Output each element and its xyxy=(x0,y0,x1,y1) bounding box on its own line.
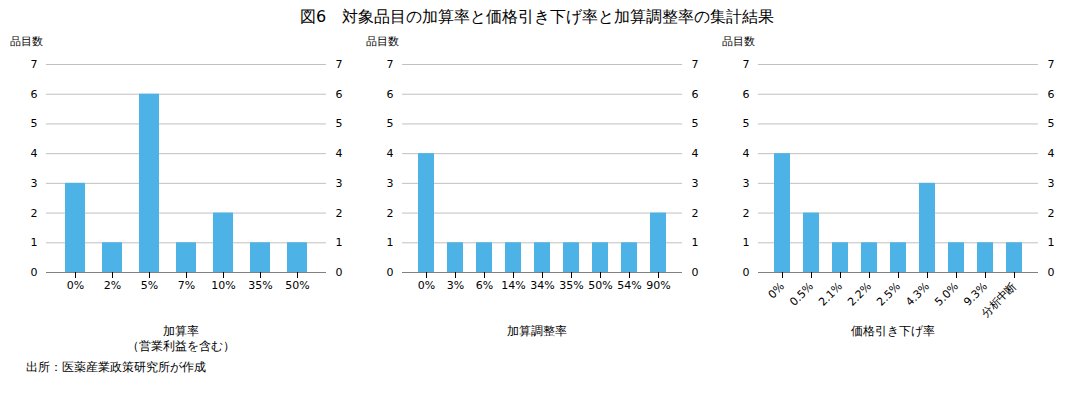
svg-text:1: 1 xyxy=(743,236,750,249)
svg-text:5: 5 xyxy=(743,117,750,130)
svg-text:2%: 2% xyxy=(104,279,121,292)
svg-text:0.5%: 0.5% xyxy=(787,280,816,309)
svg-text:0: 0 xyxy=(743,266,750,279)
svg-text:4: 4 xyxy=(743,147,750,160)
svg-text:品目数: 品目数 xyxy=(722,35,755,48)
html-text:出所：医薬産業政策研究所が作成: 出所：医薬産業政策研究所が作成 xyxy=(26,360,206,374)
svg-text:2: 2 xyxy=(31,207,38,220)
svg-text:6: 6 xyxy=(743,88,750,101)
svg-text:34%: 34% xyxy=(530,279,554,292)
svg-text:4: 4 xyxy=(336,147,343,160)
svg-text:54%: 54% xyxy=(617,279,641,292)
svg-text:1: 1 xyxy=(692,236,699,249)
svg-text:3: 3 xyxy=(31,177,38,190)
svg-text:7: 7 xyxy=(692,58,699,71)
svg-text:4: 4 xyxy=(1048,147,1055,160)
svg-text:品目数: 品目数 xyxy=(366,35,399,48)
svg-text:3: 3 xyxy=(1048,177,1055,190)
svg-text:7: 7 xyxy=(387,58,394,71)
svg-text:6: 6 xyxy=(31,88,38,101)
svg-text:3: 3 xyxy=(336,177,343,190)
svg-text:4: 4 xyxy=(31,147,38,160)
svg-text:4: 4 xyxy=(387,147,394,160)
svg-text:0: 0 xyxy=(336,266,343,279)
svg-text:4: 4 xyxy=(692,147,699,160)
svg-text:5.0%: 5.0% xyxy=(932,280,961,309)
svg-text:7: 7 xyxy=(336,58,343,71)
svg-text:1: 1 xyxy=(31,236,38,249)
svg-text:5: 5 xyxy=(336,117,343,130)
svg-text:分析中断: 分析中断 xyxy=(979,280,1019,320)
svg-text:3: 3 xyxy=(692,177,699,190)
svg-text:2.1%: 2.1% xyxy=(816,280,845,309)
svg-text:2.2%: 2.2% xyxy=(845,280,874,309)
svg-text:14%: 14% xyxy=(501,279,525,292)
svg-text:35%: 35% xyxy=(248,279,272,292)
svg-text:50%: 50% xyxy=(588,279,612,292)
svg-text:7%: 7% xyxy=(178,279,195,292)
svg-text:1: 1 xyxy=(1048,236,1055,249)
svg-text:2.5%: 2.5% xyxy=(874,280,903,309)
html-text:図6 対象品目の加算率と価格引き下げ率と加算調整率の集計結果: 図6 対象品目の加算率と価格引き下げ率と加算調整率の集計結果 xyxy=(299,7,775,26)
html-text:（営業利益を含む）: （営業利益を含む） xyxy=(127,339,235,353)
svg-text:5%: 5% xyxy=(141,279,158,292)
svg-text:0: 0 xyxy=(31,266,38,279)
html-text:価格引き下げ率: 価格引き下げ率 xyxy=(851,324,935,338)
svg-text:7: 7 xyxy=(743,58,750,71)
html-text:加算率: 加算率 xyxy=(163,324,199,338)
svg-text:6: 6 xyxy=(336,88,343,101)
svg-text:6: 6 xyxy=(692,88,699,101)
svg-text:1: 1 xyxy=(387,236,394,249)
svg-text:3: 3 xyxy=(387,177,394,190)
svg-text:5: 5 xyxy=(31,117,38,130)
svg-text:10%: 10% xyxy=(211,279,235,292)
svg-text:品目数: 品目数 xyxy=(10,35,43,48)
html-text:加算調整率: 加算調整率 xyxy=(507,324,567,338)
svg-text:90%: 90% xyxy=(646,279,670,292)
svg-text:2: 2 xyxy=(387,207,394,220)
svg-text:2: 2 xyxy=(692,207,699,220)
svg-text:6%: 6% xyxy=(476,279,493,292)
svg-text:6: 6 xyxy=(1048,88,1055,101)
svg-text:0: 0 xyxy=(692,266,699,279)
svg-text:6: 6 xyxy=(387,88,394,101)
svg-text:35%: 35% xyxy=(559,279,583,292)
svg-text:9.3%: 9.3% xyxy=(961,279,991,309)
svg-text:50%: 50% xyxy=(285,279,309,292)
svg-text:3: 3 xyxy=(743,177,750,190)
svg-text:0%: 0% xyxy=(418,279,435,292)
svg-text:5: 5 xyxy=(387,117,394,130)
svg-text:0: 0 xyxy=(387,266,394,279)
svg-text:0%: 0% xyxy=(766,280,788,302)
svg-text:1: 1 xyxy=(336,236,343,249)
svg-text:5: 5 xyxy=(692,117,699,130)
svg-text:5: 5 xyxy=(1048,117,1055,130)
svg-text:0: 0 xyxy=(1048,266,1055,279)
svg-text:4.3%: 4.3% xyxy=(903,280,932,309)
svg-text:7: 7 xyxy=(31,58,38,71)
svg-text:7: 7 xyxy=(1048,58,1055,71)
svg-text:3%: 3% xyxy=(447,279,464,292)
svg-text:2: 2 xyxy=(743,207,750,220)
svg-text:0%: 0% xyxy=(67,279,84,292)
svg-text:2: 2 xyxy=(336,207,343,220)
svg-text:2: 2 xyxy=(1048,207,1055,220)
